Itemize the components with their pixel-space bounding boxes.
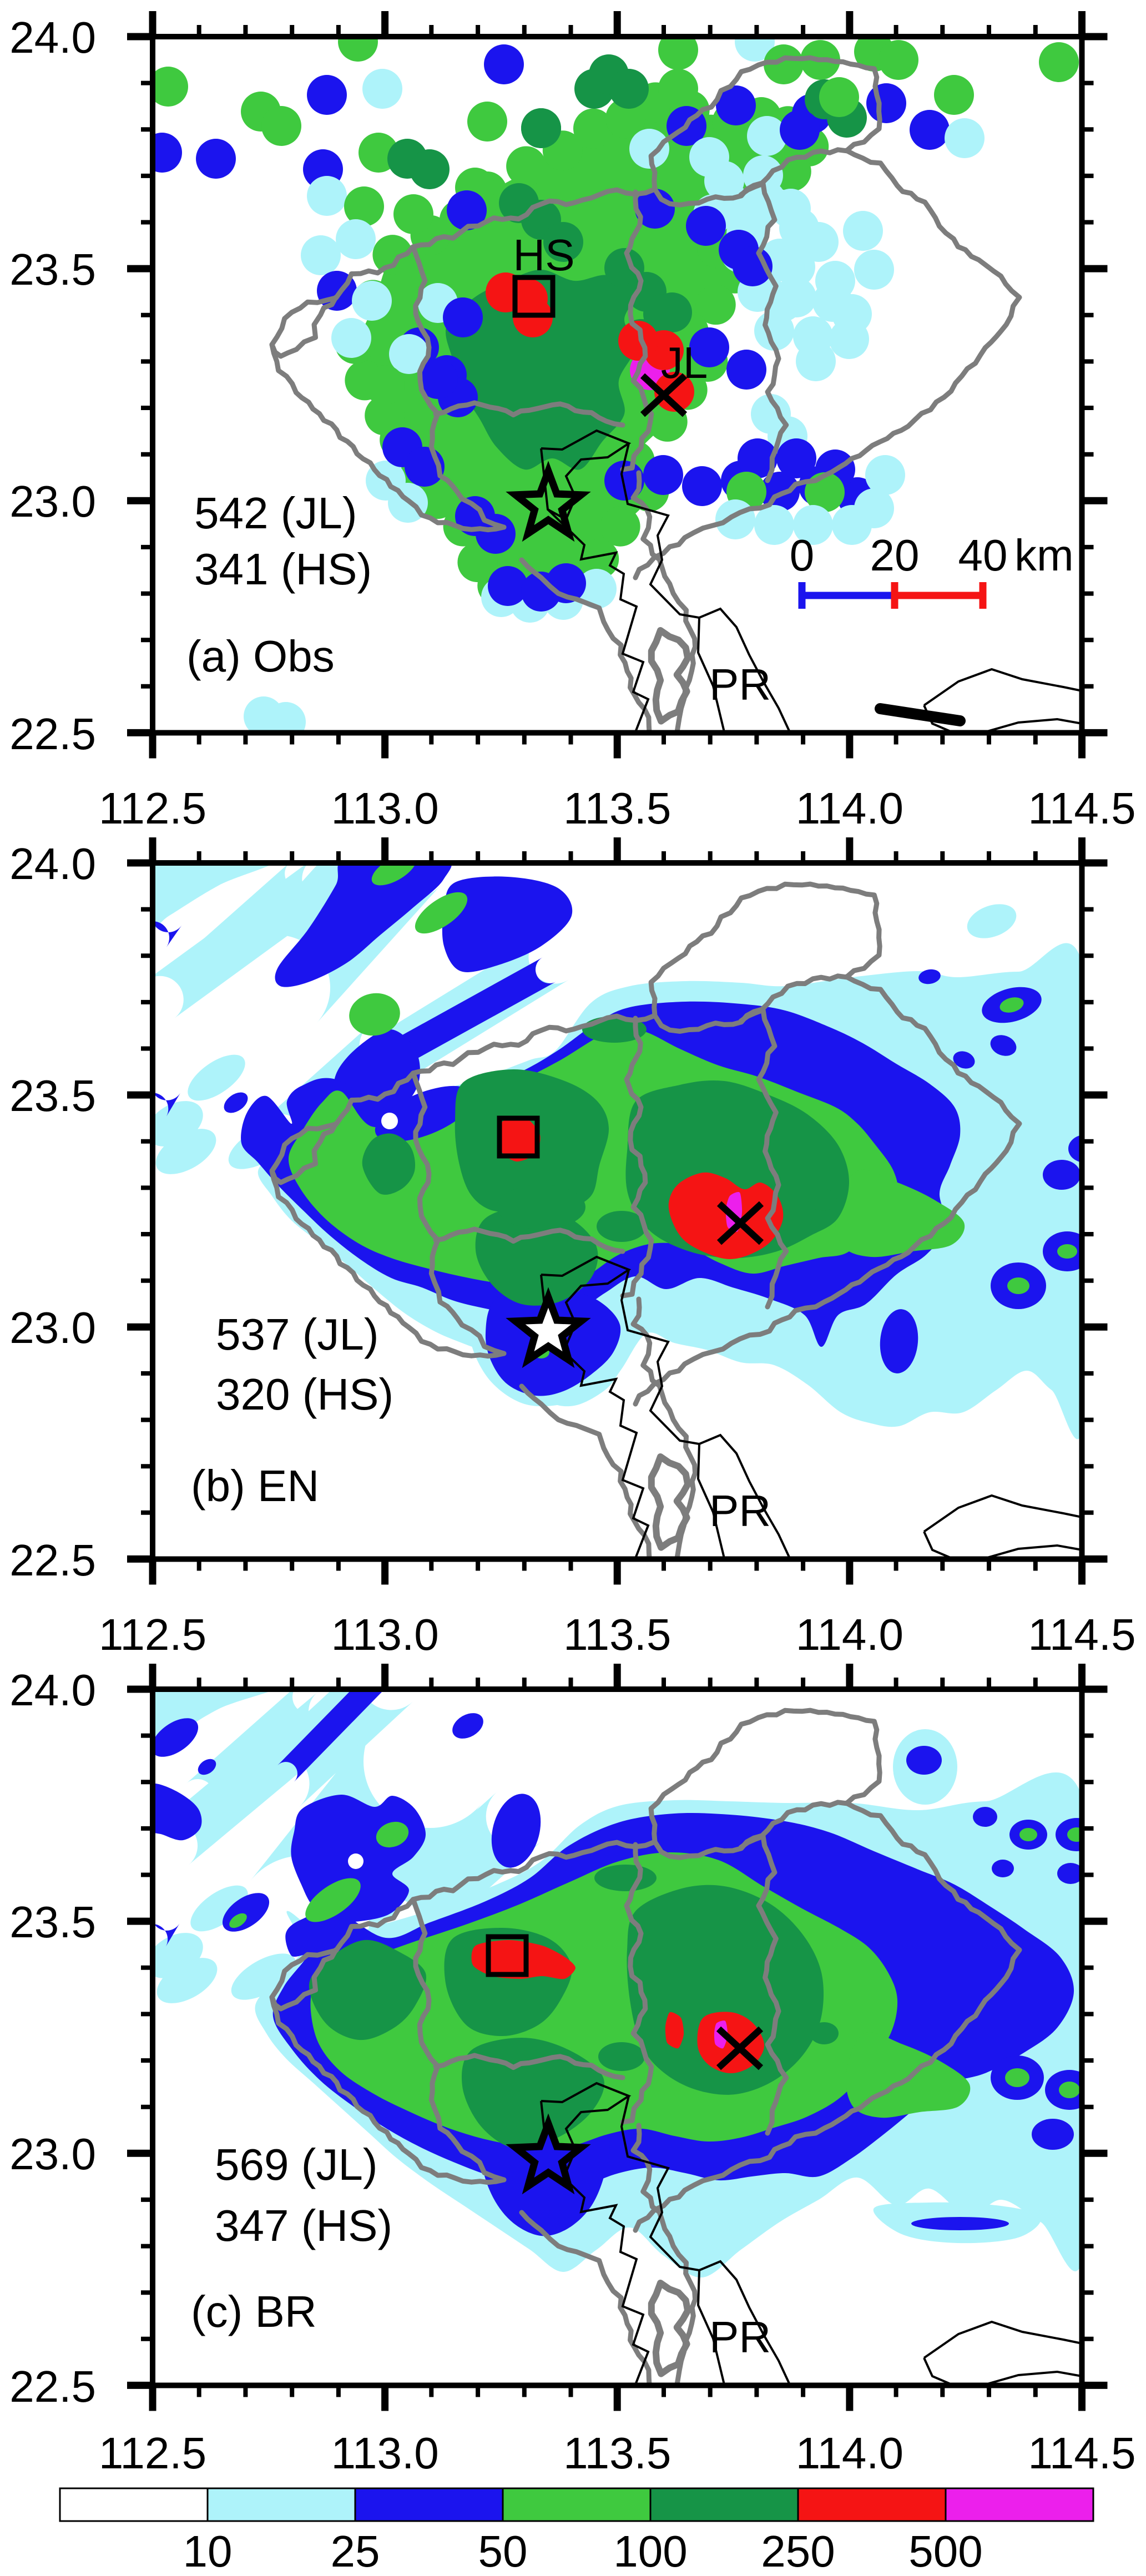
svg-text:10: 10	[183, 2527, 233, 2576]
svg-text:22.5: 22.5	[9, 1536, 96, 1585]
svg-text:km: km	[1014, 531, 1074, 580]
svg-text:PR: PR	[709, 1486, 771, 1536]
svg-text:320 (HS): 320 (HS)	[216, 1370, 393, 1419]
svg-text:25: 25	[331, 2527, 380, 2576]
svg-text:JL: JL	[661, 338, 708, 387]
svg-text:HS: HS	[513, 230, 574, 280]
svg-text:114.0: 114.0	[796, 1610, 903, 1659]
svg-text:23.0: 23.0	[9, 1303, 96, 1352]
svg-text:113.0: 113.0	[331, 2428, 438, 2478]
svg-text:24.0: 24.0	[9, 13, 96, 62]
svg-text:114.0: 114.0	[796, 2428, 903, 2478]
svg-text:112.5: 112.5	[99, 2428, 206, 2478]
svg-text:23.5: 23.5	[9, 1071, 96, 1120]
svg-text:20: 20	[870, 531, 920, 580]
svg-text:24.0: 24.0	[9, 839, 96, 888]
svg-text:113.5: 113.5	[563, 784, 671, 833]
svg-text:113.5: 113.5	[563, 1610, 671, 1659]
svg-text:347 (HS): 347 (HS)	[215, 2201, 392, 2250]
svg-text:113.5: 113.5	[563, 2428, 671, 2478]
svg-text:114.5: 114.5	[1028, 1610, 1135, 1659]
svg-text:50: 50	[478, 2527, 528, 2576]
svg-text:PR: PR	[709, 660, 771, 709]
svg-text:114.5: 114.5	[1028, 2428, 1135, 2478]
svg-text:113.0: 113.0	[331, 1610, 438, 1659]
svg-text:(b) EN: (b) EN	[191, 1461, 319, 1511]
svg-text:100: 100	[613, 2527, 687, 2576]
svg-text:114.5: 114.5	[1028, 784, 1135, 833]
svg-text:542 (JL): 542 (JL)	[194, 488, 357, 538]
svg-text:22.5: 22.5	[9, 709, 96, 759]
svg-text:113.0: 113.0	[331, 784, 438, 833]
svg-text:114.0: 114.0	[796, 784, 903, 833]
svg-text:40: 40	[958, 531, 1008, 580]
svg-text:112.5: 112.5	[99, 784, 206, 833]
svg-text:(c) BR: (c) BR	[191, 2287, 317, 2336]
svg-text:23.0: 23.0	[9, 2129, 96, 2179]
svg-text:23.0: 23.0	[9, 477, 96, 526]
svg-text:341 (HS): 341 (HS)	[194, 544, 372, 594]
svg-text:23.5: 23.5	[9, 1897, 96, 1947]
svg-text:22.5: 22.5	[9, 2362, 96, 2411]
svg-text:0: 0	[790, 531, 815, 580]
svg-text:PR: PR	[709, 2312, 771, 2362]
svg-text:500: 500	[908, 2527, 982, 2576]
svg-text:537 (JL): 537 (JL)	[216, 1310, 378, 1359]
svg-text:(a) Obs: (a) Obs	[186, 632, 335, 681]
svg-text:569 (JL): 569 (JL)	[215, 2140, 377, 2189]
svg-text:23.5: 23.5	[9, 245, 96, 294]
svg-text:112.5: 112.5	[99, 1610, 206, 1659]
svg-text:250: 250	[761, 2527, 835, 2576]
svg-text:24.0: 24.0	[9, 1665, 96, 1715]
